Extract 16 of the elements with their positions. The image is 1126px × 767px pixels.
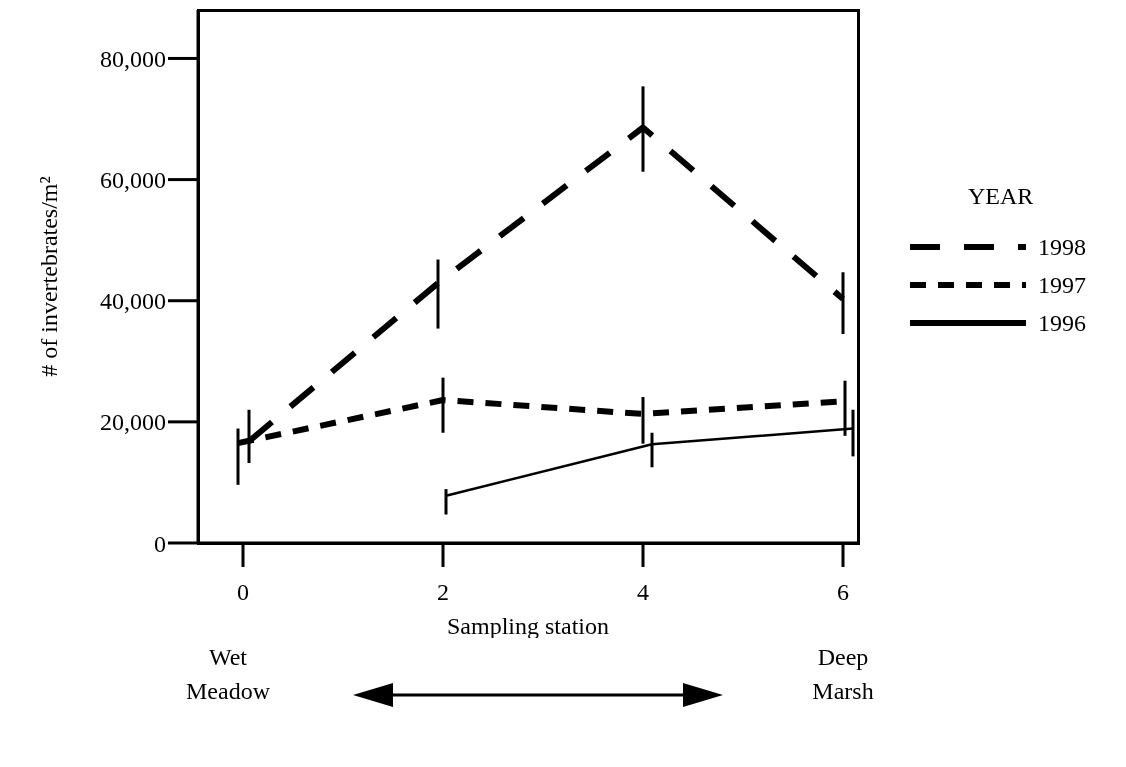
text: Deep Marsh: [811, 643, 875, 706]
y-tick-label: 40,000: [100, 288, 166, 315]
y-tick-label: 20,000: [100, 409, 166, 436]
text: Wet Meadow: [185, 643, 271, 706]
legend-label: 1998: [1038, 233, 1086, 261]
y-axis-title: # of invertebrates/m²: [35, 176, 62, 377]
y-tick-label: 80,000: [100, 45, 166, 72]
x-tick-label: 6: [837, 579, 849, 606]
legend-label: 1996: [1038, 309, 1086, 337]
legend-label: 1997: [1038, 271, 1086, 299]
y-tick-label: 0: [154, 530, 166, 557]
legend-title: YEAR: [968, 183, 1035, 210]
x-tick-label: 0: [237, 579, 249, 606]
y-tick-label: 60,000: [100, 167, 166, 194]
x-tick-label: 4: [637, 579, 649, 606]
x-tick-label: 2: [437, 579, 449, 606]
